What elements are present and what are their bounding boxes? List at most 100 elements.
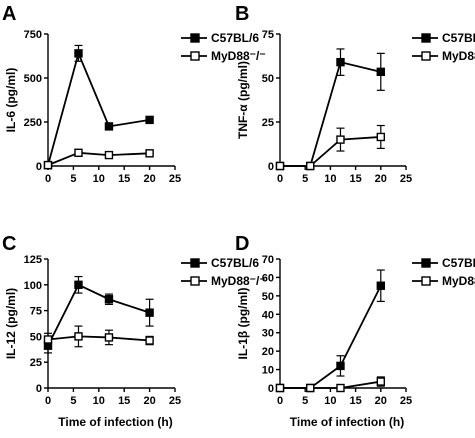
legend-marker [190, 276, 200, 286]
x-tick-label: 15 [118, 395, 130, 407]
y-tick-label: 25 [30, 357, 42, 369]
data-point [145, 308, 154, 317]
x-tick-label: 25 [169, 173, 181, 185]
x-tick-label: 5 [302, 173, 308, 185]
y-tick-label: 60 [262, 272, 274, 284]
y-axis-label: IL-1β (pg/ml) [236, 288, 250, 360]
data-point [336, 383, 345, 393]
y-axis-label: TNF-α (pg/ml) [236, 61, 250, 139]
data-point [145, 115, 154, 125]
panel-letter: A [2, 3, 16, 25]
x-tick-label: 0 [277, 395, 283, 407]
series-line [47, 50, 150, 166]
x-tick-label: 5 [70, 395, 76, 407]
legend-label: C57BL/6 [211, 256, 259, 270]
legend-label: C57BL/6 [442, 256, 475, 270]
y-tick-label: 30 [262, 328, 274, 340]
x-tick-label: 25 [169, 395, 181, 407]
data-point [74, 280, 83, 289]
x-tick-label: 0 [45, 395, 51, 407]
data-point [376, 281, 385, 290]
data-point [336, 361, 345, 371]
data-point [306, 161, 315, 171]
x-tick-label: 0 [277, 173, 283, 185]
x-tick-label: 10 [324, 395, 336, 407]
legend-label: MyD88⁻/⁻ [442, 274, 475, 288]
legend-marker [190, 33, 200, 43]
series-line [47, 335, 150, 342]
series-line [47, 283, 150, 347]
series-line [280, 380, 381, 389]
data-point [74, 148, 83, 158]
y-tick-label: 75 [262, 29, 274, 41]
legend-marker [421, 51, 431, 61]
x-tick-label: 0 [45, 173, 51, 185]
x-axis-label: Time of infection (h) [58, 415, 172, 429]
x-tick-label: 10 [93, 173, 105, 185]
y-tick-label: 250 [24, 117, 42, 129]
x-axis-label: Time of infection (h) [290, 415, 404, 429]
data-point [376, 67, 385, 77]
x-tick-label: 10 [324, 173, 336, 185]
y-tick-label: 125 [24, 254, 42, 266]
x-tick-label: 20 [143, 395, 155, 407]
data-point [104, 333, 114, 342]
y-tick-label: 50 [262, 291, 274, 303]
legend-marker [190, 51, 200, 61]
y-tick-label: 50 [262, 73, 274, 85]
x-tick-label: 20 [375, 395, 387, 407]
data-point [43, 335, 53, 344]
y-tick-label: 70 [262, 254, 274, 266]
y-tick-label: 40 [262, 309, 274, 321]
series-line [280, 61, 382, 167]
legend-label: MyD88⁻/⁻ [211, 49, 266, 63]
chart-panel-c: C 0 5 10 15 20 25 0 25 50 75 100 125 IL-12 (pg/ml) Tim… [2, 233, 266, 429]
data-point [104, 150, 114, 160]
x-tick-label: 5 [302, 395, 308, 407]
legend-marker [421, 276, 431, 286]
data-point [306, 383, 315, 393]
data-point [275, 161, 285, 171]
data-point [74, 49, 83, 58]
y-tick-label: 75 [30, 306, 42, 318]
y-axis-label: IL-6 (pg/ml) [4, 68, 18, 133]
legend-marker [190, 258, 200, 268]
data-point [43, 160, 53, 170]
panel-letter: C [2, 233, 16, 255]
x-tick-label: 25 [400, 395, 412, 407]
x-tick-label: 10 [93, 395, 105, 407]
x-tick-label: 15 [118, 173, 130, 185]
data-point [336, 57, 345, 67]
data-point [376, 377, 385, 386]
y-tick-label: 25 [262, 117, 274, 129]
legend-label: MyD88⁻/⁻ [442, 49, 475, 63]
data-point [104, 122, 114, 131]
y-tick-label: 0 [36, 383, 42, 395]
legend-label: C57BL/6 [211, 31, 259, 45]
y-tick-label: 20 [262, 346, 274, 358]
series-line [280, 136, 381, 167]
data-point [336, 135, 345, 144]
panel-letter: D [235, 233, 249, 255]
data-point [74, 332, 83, 341]
chart-panel-b: B 0 5 10 15 20 25 0 25 50 75 TNF-α (pg/ml) C57BL/6 My… [235, 3, 475, 185]
x-tick-label: 20 [375, 173, 387, 185]
y-axis-label: IL-12 (pg/ml) [4, 288, 18, 359]
y-tick-label: 0 [36, 161, 42, 173]
y-tick-label: 0 [268, 161, 274, 173]
y-tick-label: 100 [24, 280, 42, 292]
y-tick-label: 0 [268, 383, 274, 395]
legend-marker [421, 33, 431, 43]
legend-label: C57BL/6 [442, 31, 475, 45]
y-tick-label: 750 [24, 29, 42, 41]
series-line [47, 151, 150, 166]
series-line [280, 285, 382, 389]
x-tick-label: 15 [349, 173, 361, 185]
legend-label: MyD88⁻/⁻ [211, 274, 266, 288]
x-tick-label: 25 [400, 173, 412, 185]
x-tick-label: 20 [143, 173, 155, 185]
y-tick-label: 50 [30, 331, 42, 343]
data-point [376, 132, 385, 142]
